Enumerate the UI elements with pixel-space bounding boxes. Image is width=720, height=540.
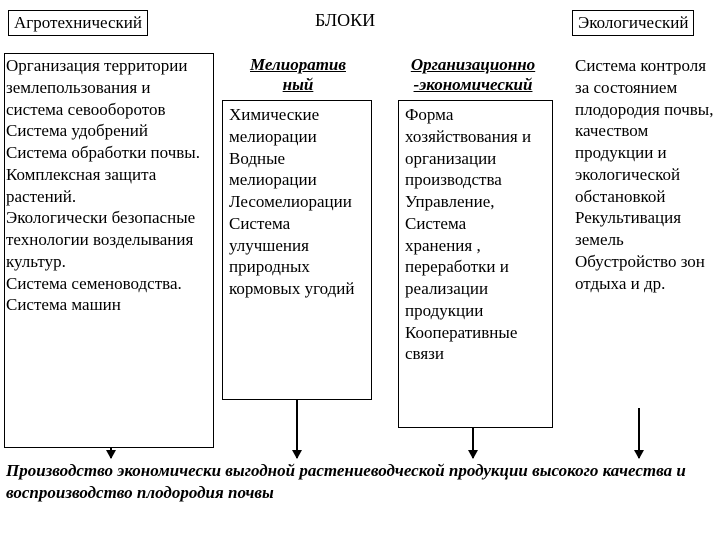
col3-text: Форма хозяйствования и организации произ… [405, 104, 546, 365]
arrow-col2 [296, 400, 298, 458]
col3-header: Организационно-экономический [398, 55, 548, 95]
page-title: БЛОКИ [315, 10, 375, 31]
arrow-col3 [472, 428, 474, 458]
footer-text: Производство экономически выгодной расте… [6, 460, 714, 504]
header-right-label: Экологический [578, 13, 688, 32]
col2-box: Химические мелиорацииВодные мелиорацииЛе… [222, 100, 372, 400]
col1-text: Организация территории землепользования … [6, 55, 210, 316]
header-right-box: Экологический [572, 10, 694, 36]
col4-text: Система контроля за состоянием плодороди… [575, 55, 717, 294]
header-left-box: Агротехнический [8, 10, 148, 36]
header-left-label: Агротехнический [14, 13, 142, 32]
col3-box: Форма хозяйствования и организации произ… [398, 100, 553, 428]
arrow-col4 [638, 408, 640, 458]
arrow-col1 [110, 448, 112, 458]
col2-header: Мелиоративный [238, 55, 358, 95]
col2-text: Химические мелиорацииВодные мелиорацииЛе… [229, 104, 365, 300]
